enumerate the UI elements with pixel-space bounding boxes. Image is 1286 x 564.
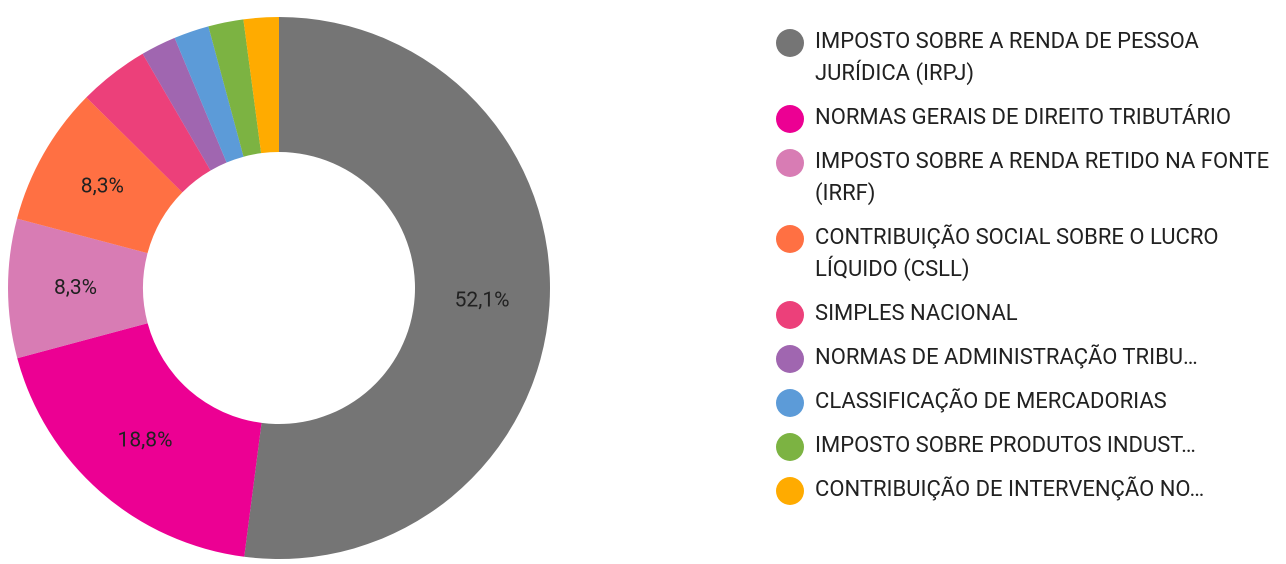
value-label: 18,8% bbox=[118, 429, 173, 453]
donut: 52,1% 18,8% 8,3% 8,3% bbox=[7, 17, 551, 559]
legend-swatch bbox=[776, 105, 804, 133]
legend-item: NORMAS GERAIS DE DIREITO TRIBUTÁRIO bbox=[776, 102, 1286, 134]
value-label: 52,1% bbox=[455, 289, 510, 313]
legend-label: IMPOSTO SOBRE A RENDA DE PESSOA JURÍDICA… bbox=[815, 29, 1199, 86]
legend-swatch bbox=[776, 29, 804, 57]
legend-swatch bbox=[776, 149, 804, 177]
legend-item: CONTRIBUIÇÃO DE INTERVENÇÃO NO… bbox=[776, 474, 1286, 506]
slice bbox=[17, 97, 183, 254]
legend-label: CONTRIBUIÇÃO SOCIAL SOBRE O LUCRO LÍQUID… bbox=[815, 225, 1219, 282]
legend-swatch bbox=[776, 225, 804, 253]
legend-swatch bbox=[776, 301, 804, 329]
legend-item: IMPOSTO SOBRE A RENDA DE PESSOA JURÍDICA… bbox=[776, 26, 1286, 90]
legend-label: IMPOSTO SOBRE A RENDA RETIDO NA FONTE (I… bbox=[815, 149, 1270, 206]
slice bbox=[17, 323, 262, 557]
legend-item: SIMPLES NACIONAL bbox=[776, 298, 1286, 330]
value-label: 8,3% bbox=[81, 175, 124, 199]
legend-label: CLASSIFICAÇÃO DE MERCADORIAS bbox=[815, 389, 1167, 414]
legend: IMPOSTO SOBRE A RENDA DE PESSOA JURÍDICA… bbox=[776, 26, 1286, 518]
legend-label: NORMAS GERAIS DE DIREITO TRIBUTÁRIO bbox=[815, 105, 1232, 130]
legend-label: SIMPLES NACIONAL bbox=[815, 301, 1018, 326]
legend-item: IMPOSTO SOBRE A RENDA RETIDO NA FONTE (I… bbox=[776, 146, 1286, 210]
slice bbox=[7, 218, 148, 359]
legend-swatch bbox=[776, 345, 804, 373]
value-label: 8,3% bbox=[54, 276, 97, 300]
slice bbox=[86, 53, 211, 193]
slice bbox=[244, 17, 551, 559]
legend-item: CLASSIFICAÇÃO DE MERCADORIAS bbox=[776, 386, 1286, 418]
legend-item: IMPOSTO SOBRE PRODUTOS INDUST… bbox=[776, 430, 1286, 462]
slice bbox=[174, 26, 244, 163]
legend-label: NORMAS DE ADMINISTRAÇÃO TRIBU… bbox=[815, 345, 1198, 370]
legend-label: CONTRIBUIÇÃO DE INTERVENÇÃO NO… bbox=[815, 477, 1205, 502]
legend-label: IMPOSTO SOBRE PRODUTOS INDUST… bbox=[815, 433, 1196, 458]
legend-item: CONTRIBUIÇÃO SOCIAL SOBRE O LUCRO LÍQUID… bbox=[776, 222, 1286, 286]
legend-swatch bbox=[776, 477, 804, 505]
slice bbox=[142, 37, 227, 171]
legend-swatch bbox=[776, 433, 804, 461]
slice bbox=[208, 19, 262, 157]
slice bbox=[243, 17, 279, 154]
legend-item: NORMAS DE ADMINISTRAÇÃO TRIBU… bbox=[776, 342, 1286, 374]
legend-swatch bbox=[776, 389, 804, 417]
